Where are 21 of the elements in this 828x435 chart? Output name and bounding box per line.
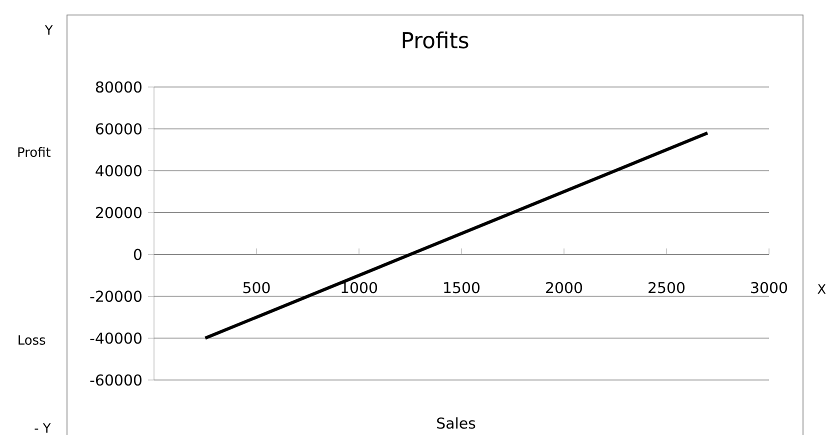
x-tick-label: 2500 — [648, 282, 685, 294]
y-tick-label: 0 — [134, 248, 142, 260]
x-tick-label: 1000 — [342, 282, 378, 294]
y-tick-label: 80000 — [96, 81, 142, 93]
x-tick-label: 500 — [243, 282, 270, 294]
x-tick-label: 3000 — [751, 282, 788, 294]
x-tick-label: 2000 — [546, 282, 582, 294]
text: X — [818, 284, 826, 294]
y-tick-label: 20000 — [96, 206, 142, 218]
y-tick-label: 40000 — [96, 165, 142, 176]
text: Loss — [18, 335, 46, 345]
text: Profit — [18, 146, 50, 158]
y-tick-label: -20000 — [90, 290, 142, 302]
y-tick-label: -40000 — [90, 332, 142, 344]
x-axis-title: Sales — [437, 417, 476, 429]
x-tick-label: 1500 — [444, 282, 480, 294]
y-tick-label: 60000 — [96, 123, 142, 135]
text: Y — [44, 25, 53, 35]
chart-title: Profits — [402, 32, 468, 48]
text: - Y — [34, 423, 51, 433]
y-tick-label: -60000 — [90, 374, 142, 386]
